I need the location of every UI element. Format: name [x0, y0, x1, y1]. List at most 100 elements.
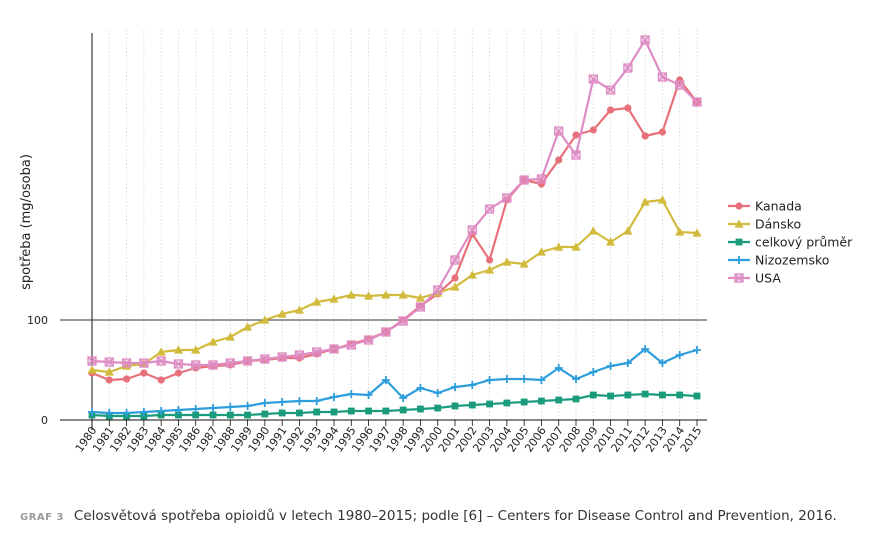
series-2-point-2000 — [434, 404, 442, 412]
series-2-point-1988 — [226, 411, 234, 419]
series-2-point-1990 — [261, 410, 269, 418]
series-4-point-1996 — [363, 335, 374, 345]
series-2-point-1992 — [296, 409, 303, 417]
series-2-point-1999 — [417, 405, 424, 413]
series-2-point-2007 — [555, 396, 563, 404]
series-3-point-1992 — [295, 397, 304, 405]
series-1-line — [91, 198, 698, 374]
series-1-point-1993 — [312, 297, 322, 306]
series-1-point-1984 — [156, 347, 166, 356]
series-3-point-2010 — [606, 362, 615, 370]
opioid-consumption-chart: 0 100 19801981198219831984198519861987198… — [19, 30, 853, 455]
series-2-point-1997 — [382, 407, 390, 415]
series-2-point-2005 — [520, 398, 528, 406]
series-2-point-1995 — [347, 407, 355, 415]
series-1-point-1991 — [277, 309, 287, 318]
series-4-point-2006 — [536, 174, 547, 184]
series-2-point-2009 — [589, 391, 597, 399]
series-0 — [88, 76, 701, 384]
series-3-point-2012 — [641, 345, 650, 353]
series-1-point-2013 — [657, 195, 668, 204]
series-2-point-2004 — [503, 399, 511, 407]
series-3-point-2014 — [675, 351, 684, 359]
series-0-point-1985 — [174, 369, 183, 377]
series-2-point-2001 — [451, 402, 459, 410]
series-4-line — [91, 38, 698, 367]
series-3-point-1993 — [312, 397, 321, 405]
series-4-point-1983 — [139, 358, 149, 368]
series-4-point-1984 — [156, 356, 166, 366]
series-4-point-2008 — [571, 150, 581, 160]
caption-tag: GRAF 3 — [20, 512, 64, 523]
series-1-point-2012 — [640, 197, 650, 206]
series-4-point-2004 — [502, 193, 512, 203]
series-1-point-1996 — [363, 291, 374, 300]
series-3-point-1980 — [88, 408, 96, 416]
series-4-point-2000 — [433, 285, 443, 295]
series-0-point-1981 — [105, 376, 113, 384]
series-4-point-1989 — [242, 356, 253, 366]
series-1-point-2008 — [571, 242, 581, 251]
legend-item-3: Nizozemsko — [728, 253, 829, 268]
series-2-point-2014 — [676, 391, 684, 399]
legend-label-1: Dánsko — [755, 217, 801, 232]
series-3-point-1995 — [347, 390, 356, 398]
legend-swatch-marker-3 — [735, 256, 743, 264]
series-0-point-2007 — [555, 156, 563, 164]
legend-item-4: USA — [728, 271, 781, 286]
series-2-point-1996 — [365, 407, 372, 415]
series-4-point-1980 — [87, 356, 97, 366]
series-4-point-1981 — [104, 357, 114, 367]
series-1-point-2003 — [484, 265, 495, 274]
series-0-point-2006 — [537, 180, 546, 188]
series-3-point-2009 — [589, 368, 598, 376]
series-2-point-2015 — [693, 392, 701, 400]
series-1-point-1999 — [415, 293, 426, 302]
series-0-point-2001 — [451, 274, 459, 282]
series-3-point-2013 — [658, 359, 667, 367]
series-4-point-2015 — [692, 97, 702, 107]
series-4-point-1998 — [398, 316, 408, 326]
series-2-point-1985 — [175, 411, 182, 419]
series-4-point-1982 — [121, 358, 132, 368]
series-3-point-2011 — [623, 359, 632, 367]
series-3-point-2007 — [554, 364, 563, 372]
series-4-point-1986 — [191, 360, 201, 370]
series-2-point-2013 — [659, 391, 666, 399]
series-1-point-2011 — [623, 226, 633, 235]
series-4-point-2011 — [623, 63, 633, 73]
legend-item-2: celkový průměr — [728, 235, 853, 250]
series-3 — [88, 345, 701, 417]
legend-label-2: celkový průměr — [755, 235, 853, 250]
series-1-point-1981 — [104, 367, 114, 376]
caption-text: Celosvětová spotřeba opioidů v letech 19… — [73, 508, 837, 524]
series-0-point-2003 — [485, 256, 494, 264]
series-3-point-1999 — [416, 384, 425, 392]
series-3-point-1989 — [243, 402, 252, 410]
series-3-point-1984 — [157, 407, 166, 415]
series-3-point-1994 — [330, 393, 338, 401]
series-4-point-2007 — [554, 126, 564, 136]
series-4-point-2014 — [675, 80, 685, 90]
series-2-point-1987 — [209, 411, 217, 419]
series-3-point-1990 — [260, 399, 269, 407]
series-0-point-2010 — [606, 106, 615, 114]
legend-label-4: USA — [755, 271, 781, 286]
legend-item-1: Dánsko — [728, 217, 801, 232]
series-0-point-2013 — [658, 128, 667, 136]
y-tick-label-0: 0 — [41, 414, 48, 427]
series-2-point-2003 — [486, 400, 493, 408]
series-3-line — [91, 347, 698, 415]
legend-label-3: Nizozemsko — [755, 253, 829, 268]
series-1-point-2001 — [450, 282, 460, 291]
series-1-point-1985 — [173, 345, 184, 354]
series-0-point-2009 — [589, 126, 597, 134]
series-3-point-1988 — [226, 403, 235, 411]
series-4-point-1993 — [312, 347, 322, 357]
series-4-point-1985 — [173, 359, 184, 369]
legend: Kanada Dánsko celkový průměr Nizozemsko USA — [728, 199, 853, 286]
axes — [60, 33, 707, 430]
series-3-point-1983 — [139, 408, 148, 416]
series-3-point-1987 — [209, 404, 217, 412]
series-3-point-1991 — [278, 398, 287, 406]
